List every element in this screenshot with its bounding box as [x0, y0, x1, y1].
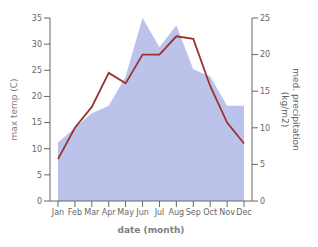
- svg-text:Nov: Nov: [219, 208, 235, 217]
- svg-text:max temp (C): max temp (C): [9, 78, 19, 140]
- svg-text:10: 10: [32, 145, 42, 154]
- svg-text:20: 20: [32, 92, 42, 101]
- svg-text:med. precipitation(kg/m2): med. precipitation(kg/m2): [280, 68, 301, 150]
- svg-text:Feb: Feb: [68, 208, 82, 217]
- svg-text:Mar: Mar: [84, 208, 100, 217]
- svg-text:15: 15: [260, 87, 270, 96]
- svg-text:Jul: Jul: [154, 208, 165, 217]
- svg-text:Apr: Apr: [102, 208, 117, 217]
- svg-text:25: 25: [260, 14, 270, 23]
- svg-text:30: 30: [32, 40, 42, 49]
- svg-text:May: May: [117, 208, 134, 217]
- svg-text:20: 20: [260, 50, 270, 59]
- svg-text:35: 35: [32, 14, 42, 23]
- svg-text:date (month): date (month): [118, 225, 185, 235]
- svg-text:5: 5: [260, 160, 265, 169]
- svg-text:Jan: Jan: [51, 208, 64, 217]
- svg-text:Jun: Jun: [135, 208, 149, 217]
- svg-text:25: 25: [32, 66, 42, 75]
- svg-text:5: 5: [37, 171, 42, 180]
- svg-text:Dec: Dec: [236, 208, 251, 217]
- svg-text:Oct: Oct: [203, 208, 217, 217]
- svg-text:0: 0: [260, 197, 265, 206]
- svg-text:10: 10: [260, 124, 270, 133]
- svg-text:0: 0: [37, 197, 42, 206]
- svg-text:Sep: Sep: [186, 208, 201, 217]
- svg-text:Aug: Aug: [169, 208, 185, 217]
- svg-text:15: 15: [32, 118, 42, 127]
